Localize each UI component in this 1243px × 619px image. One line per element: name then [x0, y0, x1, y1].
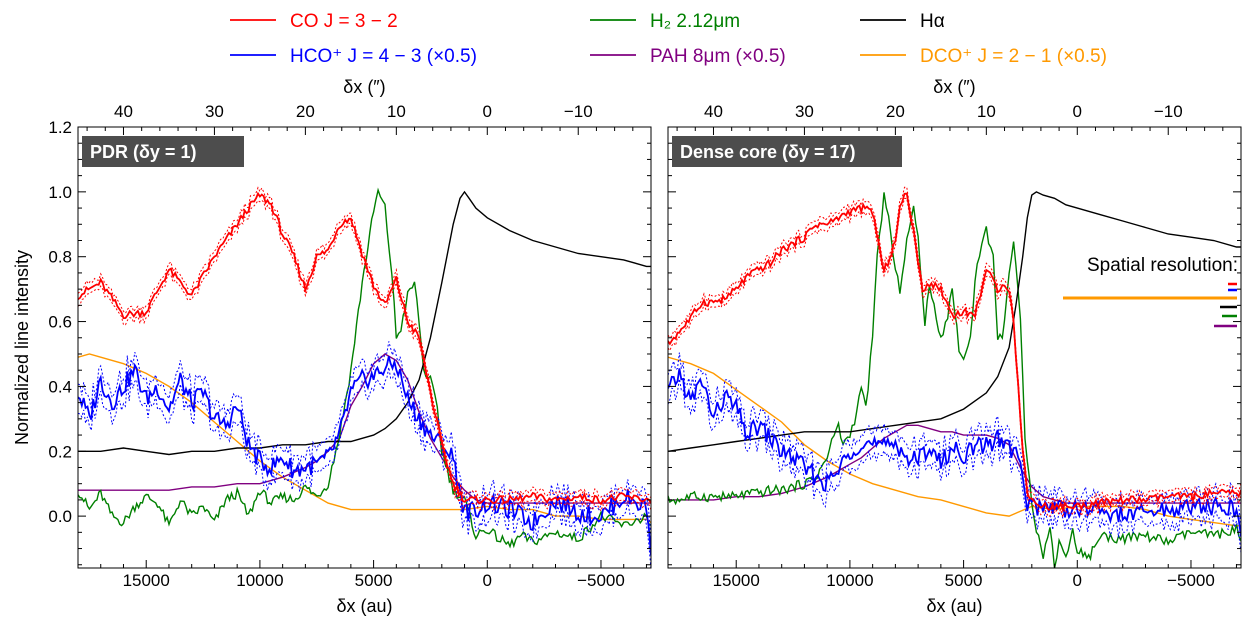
series-hco-error-line	[668, 352, 1241, 525]
legend-item-h2: H₂ 2.12μm	[590, 11, 740, 32]
y-tick-label: 0.4	[48, 377, 72, 396]
x-tick-label: 5000	[355, 571, 393, 590]
x-axis-label: δx (au)	[336, 596, 392, 616]
panel-badge-label: Dense core (δy = 17)	[680, 142, 856, 162]
x-tick-label: 10000	[236, 571, 283, 590]
legend-label-co: CO J = 3 − 2	[290, 11, 398, 32]
legend-item-ha: Hα	[860, 11, 945, 32]
legend-label-pah: PAH 8μm (×0.5)	[650, 46, 786, 67]
x2-tick-label: 40	[704, 102, 723, 121]
x-tick-label: 10000	[826, 571, 873, 590]
x2-tick-label: −10	[1154, 102, 1183, 121]
x2-tick-label: 10	[387, 102, 406, 121]
spatial-resolution-label: Spatial resolution:	[1087, 255, 1238, 276]
y-tick-label: 1.2	[48, 118, 72, 137]
series-ha-line	[78, 190, 651, 456]
series-hco-line	[78, 356, 651, 556]
legend-item-co: CO J = 3 − 2	[230, 11, 398, 32]
x-tick-label: −5000	[1167, 571, 1215, 590]
x2-tick-label: 10	[977, 102, 996, 121]
legend-label-ha: Hα	[920, 11, 945, 32]
x2-tick-label: 20	[886, 102, 905, 121]
spatial-resolution: Spatial resolution:	[1063, 255, 1238, 328]
x-tick-label: 5000	[945, 571, 983, 590]
panel-badge	[672, 136, 902, 167]
legend-label-hco: HCO⁺ J = 4 − 3 (×0.5)	[290, 46, 477, 67]
y-tick-label: 1.0	[48, 183, 72, 202]
panel-pdr: 15000 10000 5000 0 −5000 40 30 20 10 0 −10 0.0 0.2 0.…	[12, 77, 652, 616]
series-hco-error-line	[78, 367, 651, 568]
axes-frame	[77, 126, 652, 569]
series-co-error-line	[78, 186, 651, 499]
x2-axis-label: δx (″)	[343, 77, 385, 97]
x-tick-label: −5000	[577, 571, 625, 590]
x2-axis-label: δx (″)	[933, 77, 975, 97]
panel-badge-label: PDR (δy = 1)	[90, 142, 196, 162]
legend-item-dco: DCO⁺ J = 2 − 1 (×0.5)	[860, 46, 1107, 67]
x-axis-label: δx (au)	[926, 596, 982, 616]
y-tick-label: 0.0	[48, 507, 72, 526]
series-hco-error-line	[668, 378, 1241, 553]
x2-tick-label: 20	[296, 102, 315, 121]
series-h2-line	[668, 192, 1241, 568]
plot-area	[668, 186, 1241, 568]
panel-badge	[82, 136, 244, 167]
x-tick-label: 0	[1073, 571, 1082, 590]
x2-tick-label: 30	[205, 102, 224, 121]
legend-label-h2: H₂ 2.12μm	[650, 11, 740, 32]
x2-tick-label: −10	[564, 102, 593, 121]
series-h2-line	[78, 187, 651, 549]
plot-area	[78, 186, 651, 568]
series-ha-line	[668, 191, 1241, 452]
x2-tick-label: 0	[483, 102, 492, 121]
x2-tick-label: 40	[114, 102, 133, 121]
series-co-error-line	[78, 199, 651, 512]
series-hco-line	[668, 368, 1241, 537]
y-tick-label: 0.2	[48, 442, 72, 461]
x2-tick-label: 30	[795, 102, 814, 121]
y-tick-label: 0.6	[48, 313, 72, 332]
series-co-line	[668, 192, 1241, 513]
legend: CO J = 3 − 2 H₂ 2.12μm Hα HCO⁺ J = 4 − 3 (×…	[230, 11, 1107, 67]
x2-tick-label: 0	[1073, 102, 1082, 121]
axes-frame	[667, 126, 1242, 569]
x-tick-label: 15000	[123, 571, 170, 590]
x-tick-label: 15000	[713, 571, 760, 590]
series-hco-error-line	[78, 341, 651, 541]
legend-item-hco: HCO⁺ J = 4 − 3 (×0.5)	[230, 46, 477, 67]
legend-item-pah: PAH 8μm (×0.5)	[590, 46, 786, 67]
series-co-error-line	[668, 186, 1241, 507]
series-co-line	[78, 191, 651, 506]
x-tick-label: 0	[483, 571, 492, 590]
y-tick-label: 0.8	[48, 248, 72, 267]
y-axis-label: Normalized line intensity	[12, 250, 32, 445]
panel-dense-core: 15000 10000 5000 0 −5000 40 30 20 10 0 −10 δx (au) δ…	[667, 77, 1242, 616]
legend-label-dco: DCO⁺ J = 2 − 1 (×0.5)	[920, 46, 1107, 67]
series-pah-line	[668, 424, 1241, 504]
series-co-error-line	[668, 197, 1241, 519]
